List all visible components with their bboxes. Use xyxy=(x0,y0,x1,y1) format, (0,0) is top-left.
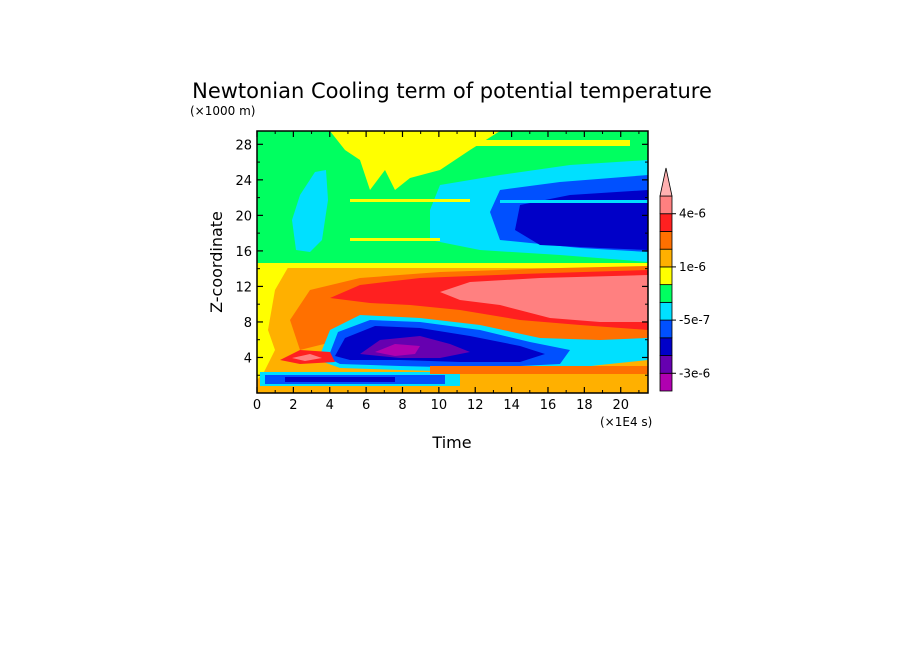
upper-streak-1 xyxy=(350,199,470,202)
low-magenta xyxy=(375,344,420,356)
x-tick-label: 2 xyxy=(289,398,297,413)
colorbar-label: 1e-6 xyxy=(679,260,706,274)
y-axis-label: Z-coordinate xyxy=(207,211,226,313)
colorbar-swatch xyxy=(659,266,673,286)
surface-orange-band xyxy=(430,366,648,374)
colorbar-swatch xyxy=(659,319,673,339)
x-tick-label: 6 xyxy=(362,398,370,413)
plot-frame xyxy=(256,130,649,394)
x-tick-label: 0 xyxy=(253,398,261,413)
x-tick-label: 16 xyxy=(540,398,557,413)
x-tick-label: 10 xyxy=(431,398,448,413)
colorbar-swatch xyxy=(659,301,673,321)
upper-right-navy xyxy=(515,190,648,250)
colorbar-swatch xyxy=(659,195,673,215)
x-tick-label: 18 xyxy=(576,398,593,413)
y-unit-label: (×1000 m) xyxy=(190,104,255,118)
x-tick-label: 4 xyxy=(326,398,334,413)
x-tick-label: 14 xyxy=(503,398,520,413)
colorbar-label: -3e-6 xyxy=(679,366,710,380)
x-axis-label: Time xyxy=(431,433,471,452)
colorbar-swatch xyxy=(659,231,673,250)
colorbar-swatch xyxy=(659,337,673,356)
x-axis: 0 2 4 6 8 10 12 14 16 18 20 xyxy=(253,131,640,413)
x-tick-label: 8 xyxy=(398,398,406,413)
chart-title: Newtonian Cooling term of potential temp… xyxy=(192,79,712,103)
colorbar-extension xyxy=(659,167,673,197)
y-tick-label: 24 xyxy=(235,174,252,189)
transition-yellow-band xyxy=(257,263,648,268)
surface-pink-patch xyxy=(292,354,322,361)
x-tick-label: 20 xyxy=(612,398,629,413)
left-yellow-band xyxy=(257,264,290,380)
pink-max-core xyxy=(440,275,648,322)
colorbar-label: 4e-6 xyxy=(679,207,706,221)
colorbar-swatch xyxy=(659,213,673,232)
y-tick-label: 28 xyxy=(235,138,252,153)
y-tick-label: 4 xyxy=(244,351,252,366)
colorbar-label: -5e-7 xyxy=(679,313,710,327)
colorbar xyxy=(659,167,673,392)
upper-streak-3 xyxy=(500,200,648,203)
colorbar-swatch xyxy=(659,284,673,303)
y-tick-label: 16 xyxy=(235,245,252,260)
surface-navy-band xyxy=(285,377,395,382)
colorbar-swatch xyxy=(659,248,673,268)
y-tick-label: 20 xyxy=(235,209,252,224)
top-yellow-band xyxy=(430,140,630,146)
y-tick-label: 8 xyxy=(244,316,252,331)
contour-field xyxy=(257,131,648,393)
x-unit-label: (×1E4 s) xyxy=(600,415,652,429)
colorbar-swatch xyxy=(659,355,673,374)
y-axis: 4 8 12 16 20 24 28 xyxy=(235,138,648,376)
upper-streak-2 xyxy=(350,238,440,241)
upper-cyan-patch xyxy=(292,170,328,252)
y-tick-label: 12 xyxy=(235,280,252,295)
colorbar-swatch xyxy=(659,372,673,392)
colorbar-labels: 4e-6 1e-6 -5e-7 -3e-6 xyxy=(672,207,710,380)
x-tick-label: 12 xyxy=(467,398,484,413)
